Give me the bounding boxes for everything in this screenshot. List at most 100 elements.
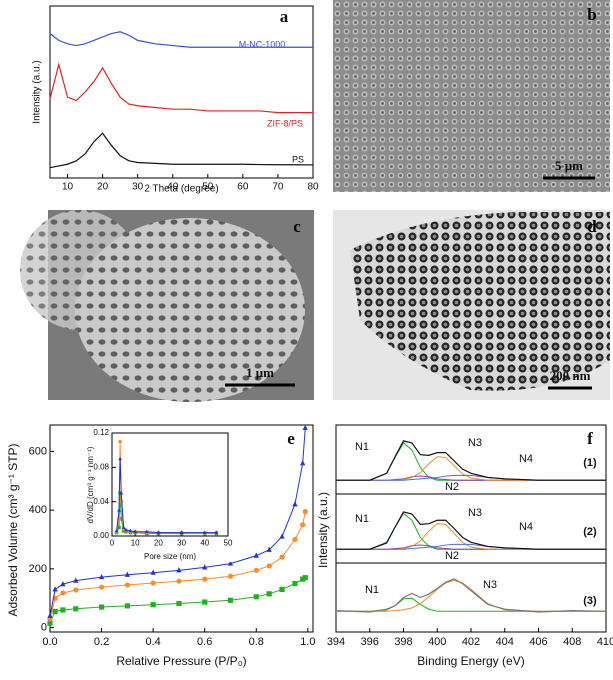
x-tick-label: 394 [327, 636, 345, 648]
series-label: ZIF-8/PS [267, 118, 303, 128]
scale-bar-label: 5 μm [555, 158, 583, 173]
x-tick-label: 20 [97, 182, 109, 193]
panel-letter: b [587, 5, 596, 24]
marker [227, 573, 234, 579]
panel-label: (1) [583, 457, 597, 469]
marker [119, 490, 124, 495]
marker [202, 576, 208, 582]
scale-bar-label: 200 nm [550, 368, 591, 383]
series-line [336, 511, 606, 550]
panel-letter: e [287, 429, 295, 448]
marker [118, 491, 122, 495]
series-line [49, 511, 306, 619]
y-tick-label: 600 [29, 445, 47, 457]
marker [176, 567, 182, 573]
marker [300, 522, 306, 528]
marker [302, 424, 308, 431]
marker [150, 580, 156, 586]
marker [227, 560, 234, 566]
x-tick-label: 410 [597, 636, 613, 648]
peak-label: N4 [519, 453, 533, 465]
x-tick-label: 0.4 [145, 636, 160, 648]
marker [98, 604, 105, 610]
plot-frame [335, 424, 607, 633]
marker [124, 527, 128, 532]
series-line [49, 31, 313, 48]
panel-letter: d [587, 217, 597, 236]
y-axis-label: Intensity (a.u.) [316, 492, 330, 568]
x-tick-label: 406 [529, 636, 547, 648]
x-axis-label: Pore size (nm) [144, 552, 196, 561]
series-line [49, 132, 314, 169]
marker [60, 590, 66, 596]
marker [98, 584, 105, 590]
peak-label: N1 [355, 441, 369, 453]
x-tick-label: 50 [202, 182, 214, 193]
marker [202, 599, 208, 605]
x-tick-label: 30 [132, 182, 144, 193]
x-tick-label: 50 [224, 538, 233, 547]
marker [279, 554, 285, 560]
sem-image-b [333, 0, 610, 192]
x-tick-label: 0.6 [197, 636, 212, 648]
series-label: M-NC-1000 [239, 39, 286, 49]
marker [176, 600, 182, 607]
x-tick-label: 40 [167, 182, 179, 193]
marker [279, 586, 285, 593]
marker [214, 530, 219, 535]
marker [150, 602, 156, 608]
peak-label: N1 [355, 513, 369, 525]
series-line [49, 427, 306, 616]
x-tick-label: 402 [462, 636, 480, 648]
plot-frame [111, 432, 229, 537]
marker [124, 603, 130, 609]
x-tick-label: 404 [496, 636, 514, 648]
panel-letter: f [587, 429, 593, 448]
marker [300, 460, 306, 466]
marker [121, 525, 126, 529]
marker [47, 620, 53, 626]
marker [253, 552, 259, 558]
plot-frame [49, 424, 314, 633]
marker [292, 580, 298, 587]
marker [150, 569, 156, 575]
x-tick-label: 0.0 [42, 636, 57, 648]
y-tick-label: 0.04 [93, 497, 109, 506]
marker [202, 564, 208, 570]
series-line [335, 578, 607, 613]
marker [156, 530, 161, 535]
x-tick-label: 0.8 [249, 636, 264, 648]
x-tick-label: 0.2 [94, 636, 109, 648]
x-tick-label: 408 [563, 636, 581, 648]
y-axis-label: Adsorbed Volume (cm³ g⁻¹ STP) [6, 443, 20, 616]
x-axis-label: 2 Theta (degree) [144, 184, 218, 195]
x-tick-label: 80 [307, 182, 319, 193]
peak-label: N3 [468, 437, 482, 449]
marker [124, 582, 130, 588]
marker [266, 563, 272, 569]
marker [279, 533, 285, 539]
y-axis-label: Intensity (a.u.) [32, 60, 43, 123]
series-line [336, 456, 606, 481]
marker [117, 508, 121, 512]
y-tick-label: 400 [29, 504, 47, 516]
x-tick-label: 10 [62, 182, 74, 193]
peak-label: N2 [445, 481, 459, 493]
marker [47, 612, 53, 618]
marker [118, 439, 122, 444]
x-tick-label: 0 [110, 538, 115, 547]
x-tick-label: 396 [361, 636, 379, 648]
x-tick-label: 10 [131, 538, 140, 547]
series-line [336, 440, 606, 481]
series-line [336, 597, 606, 612]
x-tick-label: 40 [200, 538, 209, 547]
marker [203, 530, 207, 535]
peak-label: N1 [365, 584, 379, 596]
peak-label: N3 [468, 507, 482, 519]
marker [176, 578, 182, 584]
marker [118, 456, 122, 461]
marker [179, 530, 184, 535]
y-tick-label: 200 [29, 563, 47, 575]
panel-label: (3) [583, 595, 597, 607]
